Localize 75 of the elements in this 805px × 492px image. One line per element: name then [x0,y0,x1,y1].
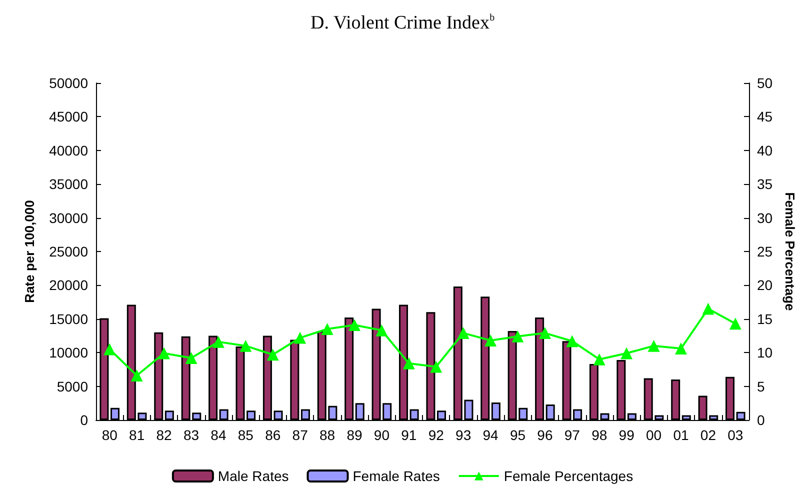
point [566,335,578,348]
x-tick-label: 95 [510,427,526,443]
point [512,330,524,342]
point [266,348,279,361]
y2-tick-label: 15 [757,310,773,327]
point [376,324,388,336]
x-tick-label: 00 [646,427,662,443]
legend-label: Female Percentages [504,468,634,484]
point [593,353,606,366]
point [674,342,687,355]
x-tick-label: 86 [265,427,281,443]
point [185,352,198,364]
point [294,332,306,344]
y2-tick-label: 25 [757,244,773,260]
y2-tick-label: 50 [757,75,773,91]
point [104,343,116,356]
x-tick-label: 88 [319,427,336,443]
y2-tick-label: 30 [757,210,773,226]
y2-axis-title: Female Percentage [782,192,798,311]
point [321,323,334,336]
y2-tick-label: 10 [757,344,773,361]
point [484,334,497,346]
y-tick-label: 25000 [49,244,88,260]
y-tick-label: 0 [80,412,88,428]
x-tick-label: 83 [183,427,200,443]
point [212,336,224,348]
y-axis-title: Rate per 100,000 [22,200,37,303]
x-tick-label: 81 [129,427,145,443]
x-tick-label: 89 [346,427,362,443]
point [538,327,551,340]
y-tick-label: 20000 [49,277,88,294]
x-tick-label: 98 [592,427,608,443]
x-tick-label: 96 [537,427,553,443]
point [648,340,660,352]
point [348,318,360,331]
x-tick-label: 91 [401,427,417,443]
x-tick-label: 02 [700,427,716,443]
x-tick-label: 97 [564,427,580,443]
x-tick-label: 93 [456,427,472,443]
y-tick-label: 40000 [49,142,88,158]
point [702,302,714,315]
point [240,340,252,352]
x-tick-label: 03 [728,427,744,443]
point [130,370,143,382]
point [620,347,633,360]
y-tick-label: 30000 [49,210,88,226]
x-tick-label: 80 [102,427,118,443]
x-tick-label: 85 [238,427,254,443]
y2-tick-label: 0 [757,412,765,428]
y-tick-label: 50000 [49,75,88,91]
x-tick-label: 99 [618,427,635,443]
point [158,347,170,360]
y-tick-label: 10000 [49,344,88,361]
legend-label: Male Rates [218,468,289,484]
point [457,327,470,340]
legend-label: Female Rates [352,468,440,484]
x-tick-label: 87 [292,427,308,443]
x-tick-label: 94 [482,427,499,443]
x-tick-label: 01 [673,427,689,443]
y2-tick-label: 20 [757,277,773,294]
point [729,318,742,330]
y2-tick-label: 45 [757,108,773,125]
y2-tick-label: 35 [757,176,773,192]
x-tick-label: 84 [210,427,226,443]
y2-tick-label: 40 [757,142,773,158]
point [402,357,415,370]
y-tick-label: 35000 [49,176,88,192]
x-tick-label: 90 [374,427,390,443]
point [430,360,442,373]
x-tick-label: 92 [428,427,444,443]
x-tick-label: 82 [156,427,172,443]
y-tick-label: 15000 [49,310,88,327]
y-tick-label: 5000 [56,378,88,394]
y-tick-label: 45000 [49,108,88,125]
y2-tick-label: 5 [757,378,765,394]
